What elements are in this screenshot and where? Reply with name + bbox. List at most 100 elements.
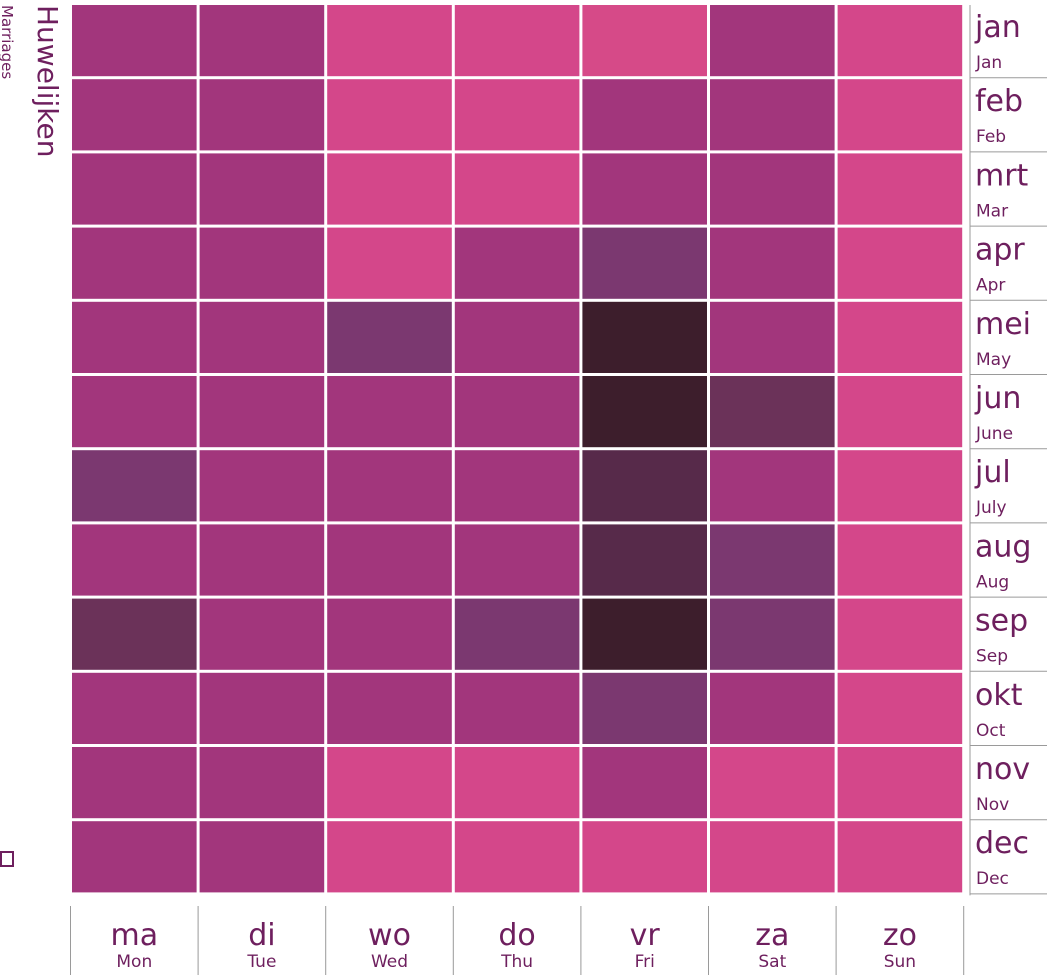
cell: [327, 747, 452, 819]
cell: [454, 376, 580, 448]
cell: [327, 672, 452, 744]
row-label: mei: [975, 307, 1031, 342]
cell: [199, 598, 325, 670]
cell: [582, 450, 707, 522]
cell: [582, 153, 707, 225]
cell: [454, 598, 580, 670]
cell: [454, 5, 580, 77]
row-label: jan: [974, 10, 1021, 45]
cell: [72, 153, 197, 225]
cell: [837, 227, 963, 299]
column-sublabel: Thu: [500, 952, 533, 972]
cell: [199, 821, 325, 893]
cell: [710, 153, 835, 225]
cell: [327, 79, 452, 151]
cell: [582, 376, 707, 448]
cell: [199, 5, 325, 77]
cell: [582, 5, 707, 77]
cell: [710, 227, 835, 299]
cell: [454, 672, 580, 744]
column-label: vr: [630, 918, 661, 953]
cell: [199, 450, 325, 522]
cell: [72, 301, 197, 373]
column-sublabel: Tue: [246, 952, 276, 972]
cell: [837, 672, 963, 744]
cell: [72, 450, 197, 522]
cell: [72, 79, 197, 151]
column-label: di: [248, 918, 275, 953]
cell: [710, 79, 835, 151]
row-label: apr: [975, 233, 1025, 268]
row-sublabel: Feb: [976, 127, 1006, 147]
row-label: aug: [975, 529, 1031, 564]
cell: [327, 821, 452, 893]
cell: [710, 450, 835, 522]
cell: [582, 598, 707, 670]
row-sublabel: Sep: [976, 647, 1008, 667]
row-label: dec: [975, 826, 1029, 861]
cell: [454, 153, 580, 225]
cell: [710, 524, 835, 596]
column-sublabel: Wed: [371, 952, 408, 972]
cell: [582, 227, 707, 299]
icon: [0, 851, 14, 867]
row-label: sep: [975, 604, 1028, 639]
cell: [837, 450, 963, 522]
row-sublabel: Nov: [976, 795, 1009, 815]
column-label: ma: [110, 918, 158, 953]
row-label: mrt: [975, 158, 1029, 193]
cell: [327, 376, 452, 448]
cell: [837, 747, 963, 819]
cell: [582, 301, 707, 373]
chart-title: Huwelijken: [31, 5, 64, 157]
cell: [454, 524, 580, 596]
cell: [582, 747, 707, 819]
cell: [837, 821, 963, 893]
cell: [582, 524, 707, 596]
cell: [837, 524, 963, 596]
column-sublabel: Fri: [635, 952, 655, 972]
cell: [454, 747, 580, 819]
row-sublabel: Mar: [976, 201, 1008, 221]
row-sublabel: May: [976, 350, 1011, 370]
cell: [72, 376, 197, 448]
cell: [837, 153, 963, 225]
cell: [454, 301, 580, 373]
cell: [72, 5, 197, 77]
cell: [454, 450, 580, 522]
cell: [327, 450, 452, 522]
cell: [710, 821, 835, 893]
cell: [199, 79, 325, 151]
cell: [837, 79, 963, 151]
row-label: jun: [974, 381, 1021, 416]
row-sublabel: Oct: [976, 721, 1006, 741]
cell: [710, 301, 835, 373]
row-sublabel: Dec: [976, 869, 1009, 889]
cell: [582, 79, 707, 151]
column-label: do: [498, 918, 535, 953]
cell: [710, 598, 835, 670]
row-label: feb: [975, 84, 1023, 119]
cell: [582, 672, 707, 744]
cell: [710, 747, 835, 819]
row-sublabel: June: [975, 424, 1013, 444]
row-sublabel: Apr: [976, 276, 1005, 296]
cell: [710, 672, 835, 744]
cell: [327, 598, 452, 670]
cell: [327, 5, 452, 77]
row-label: jul: [974, 455, 1011, 490]
cell: [454, 821, 580, 893]
cell: [327, 301, 452, 373]
column-label: wo: [368, 918, 411, 953]
cell: [837, 301, 963, 373]
column-sublabel: Sun: [884, 952, 916, 972]
cell: [72, 598, 197, 670]
row-label: okt: [975, 678, 1023, 713]
chart-subtitle: Marriages: [0, 5, 16, 79]
cell: [327, 227, 452, 299]
cell: [199, 301, 325, 373]
row-sublabel: Aug: [976, 572, 1009, 592]
column-sublabel: Mon: [116, 952, 152, 972]
cell: [72, 747, 197, 819]
